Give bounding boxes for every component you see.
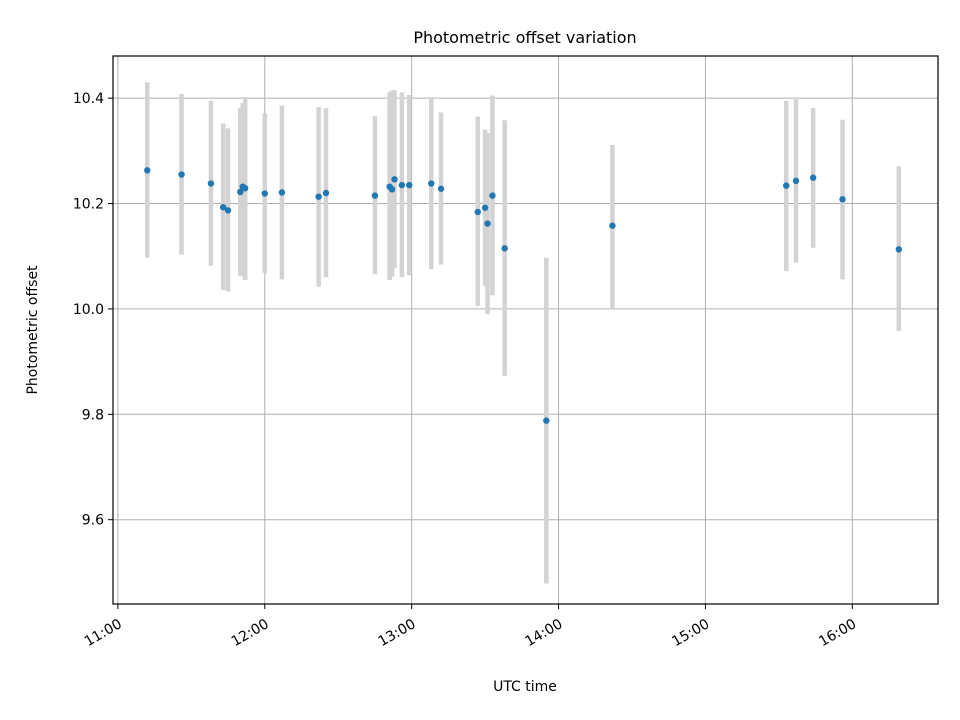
data-point (398, 181, 406, 189)
x-tick-label: 14:00 (522, 616, 565, 650)
data-point (322, 189, 330, 197)
y-axis-label: Photometric offset (25, 265, 41, 395)
data-point (474, 208, 481, 216)
x-tick-label: 11:00 (82, 616, 125, 650)
data-point (144, 167, 151, 174)
x-axis-ticks: 11:00 12:00 13:00 14:00 15:00 16:00 (82, 604, 859, 650)
y-tick-label: 10.4 (73, 91, 104, 107)
data-point (481, 204, 489, 211)
data-point (792, 177, 800, 185)
y-tick-label: 9.8 (82, 407, 104, 423)
data-point (224, 207, 232, 214)
data-point (391, 176, 398, 183)
data-point (406, 181, 413, 189)
x-tick-label: 12:00 (229, 616, 272, 650)
data-point (609, 222, 616, 229)
y-tick-label: 10.2 (73, 197, 104, 213)
data-point (839, 196, 846, 203)
x-tick-label: 16:00 (816, 616, 859, 650)
data-point (388, 186, 396, 193)
error-bars (145, 82, 902, 584)
data-point (437, 185, 445, 192)
data-point (895, 246, 903, 253)
x-tick-label: 15:00 (669, 616, 712, 650)
data-point (484, 220, 491, 227)
y-tick-label: 10.0 (73, 302, 104, 318)
data-point (501, 245, 508, 252)
plot-frame (112, 55, 939, 605)
data-point (219, 204, 227, 211)
y-tick-label: 9.6 (82, 513, 104, 529)
data-point (809, 174, 817, 181)
data-point (278, 189, 286, 196)
y-axis-ticks: 9.6 9.8 10.0 10.2 10.4 (73, 91, 113, 529)
data-point (207, 180, 215, 187)
data-point (237, 188, 244, 196)
data-point (489, 192, 496, 199)
data-point (178, 171, 185, 178)
data-point (783, 182, 790, 189)
x-axis-label: UTC time (493, 679, 557, 695)
x-tick-label: 13:00 (376, 616, 419, 650)
data-point (543, 417, 550, 424)
data-point (315, 193, 322, 200)
data-points (144, 167, 903, 424)
data-point (371, 192, 379, 199)
data-point (261, 190, 268, 197)
chart-title: Photometric offset variation (413, 28, 636, 47)
data-point (241, 185, 249, 192)
data-point (428, 180, 435, 187)
